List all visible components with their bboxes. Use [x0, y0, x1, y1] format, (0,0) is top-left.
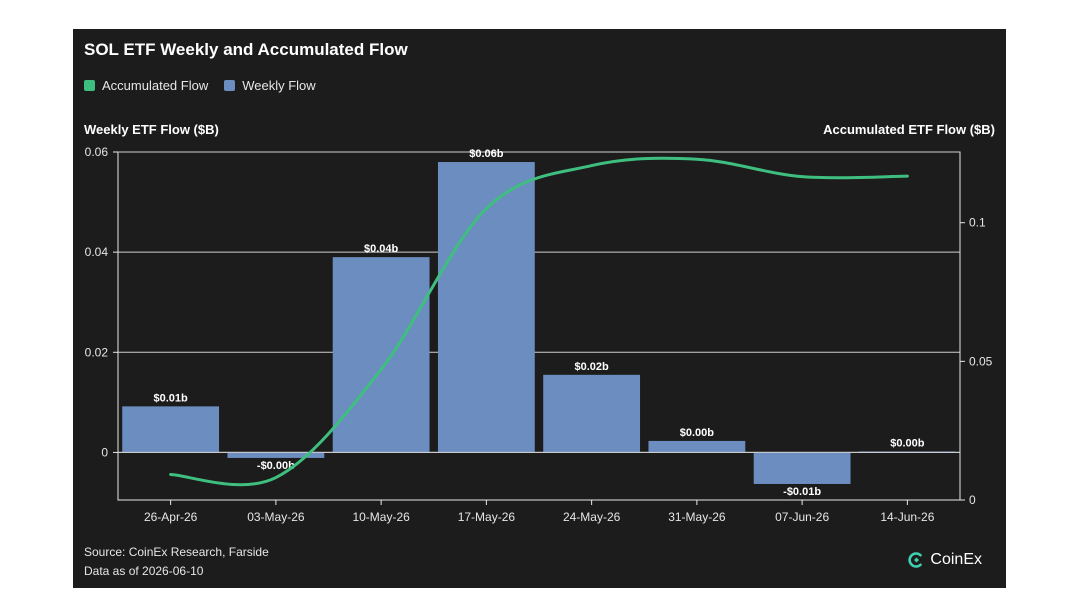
chart-panel: SOL ETF Weekly and Accumulated Flow Accu…	[73, 29, 1006, 588]
chart-legend: Accumulated Flow Weekly Flow	[84, 78, 332, 93]
y-right-tick-label: 0.05	[969, 354, 993, 368]
x-tick-label: 17-May-26	[458, 510, 516, 524]
y-left-tick-label: 0.06	[85, 145, 109, 159]
bar-data-label: $0.00b	[890, 437, 925, 449]
y-right-tick-label: 0	[969, 493, 976, 507]
data-as-of-note: Data as of 2026-06-10	[84, 564, 204, 578]
bar-data-label: $0.04b	[364, 243, 399, 255]
y-axis-right-label: Accumulated ETF Flow ($B)	[823, 122, 995, 137]
legend-swatch-accumulated	[84, 80, 95, 91]
x-tick-label: 26-Apr-26	[144, 510, 198, 524]
x-tick-label: 07-Jun-26	[775, 510, 829, 524]
accumulated-flow-line	[169, 156, 909, 487]
bar	[437, 162, 535, 453]
plot-frame	[117, 151, 961, 501]
x-tick-label: 03-May-26	[247, 510, 305, 524]
chart-plot: 0 0.02 0.04 0.06 0 0.05 0.1 $0.01b -$0.00b $0.04b…	[85, 145, 993, 524]
x-tick-label: 10-May-26	[352, 510, 410, 524]
bar-data-label: $0.06b	[469, 148, 504, 160]
bar	[648, 440, 746, 453]
bar-data-label: $0.00b	[680, 427, 715, 439]
y-left-tick-label: 0	[101, 445, 108, 459]
x-tick-label: 14-Jun-26	[880, 510, 934, 524]
source-note: Source: CoinEx Research, Farside	[84, 545, 269, 559]
bar	[122, 406, 220, 453]
x-tick-label: 24-May-26	[563, 510, 621, 524]
coinex-logo-icon	[908, 552, 923, 568]
legend-item-accumulated: Accumulated Flow	[84, 78, 208, 93]
legend-item-weekly: Weekly Flow	[224, 78, 316, 93]
bar-data-label: $0.01b	[154, 392, 189, 404]
bar	[332, 257, 430, 453]
coinex-logo: CoinEx	[906, 550, 982, 570]
y-left-tick-label: 0.02	[85, 345, 109, 359]
bar	[543, 374, 641, 453]
chart-title: SOL ETF Weekly and Accumulated Flow	[84, 40, 408, 59]
bar	[227, 452, 325, 458]
bar-data-label: $0.02b	[575, 361, 610, 373]
bar-data-label: -$0.01b	[783, 486, 821, 498]
legend-label-weekly: Weekly Flow	[242, 78, 316, 93]
y-right-tick-label: 0.1	[969, 216, 986, 230]
bar-data-label: -$0.00b	[257, 460, 295, 472]
brand-name: CoinEx	[930, 551, 982, 568]
legend-label-accumulated: Accumulated Flow	[102, 78, 209, 93]
y-left-tick-label: 0.04	[85, 245, 109, 259]
bar	[753, 452, 851, 484]
legend-swatch-weekly	[224, 80, 236, 91]
y-axis-left-label: Weekly ETF Flow ($B)	[84, 122, 219, 137]
x-tick-label: 31-May-26	[668, 510, 726, 524]
